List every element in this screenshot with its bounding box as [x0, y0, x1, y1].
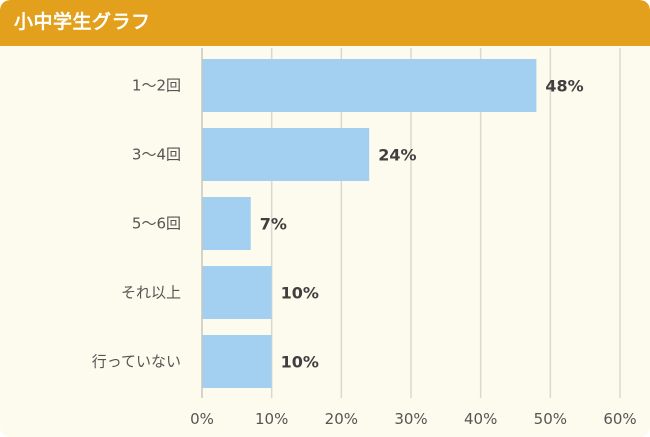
chart-header: 小中学生グラフ [0, 0, 650, 46]
category-label: 行っていない [92, 353, 181, 371]
category-label: 5～6回 [132, 215, 181, 233]
x-tick-label: 10% [255, 410, 288, 428]
x-tick-label: 20% [325, 410, 358, 428]
category-label: 3～4回 [132, 146, 181, 164]
data-label: 10% [281, 353, 319, 372]
data-label: 10% [281, 284, 319, 303]
x-tick-label: 30% [394, 410, 427, 428]
category-label: 1～2回 [132, 77, 181, 95]
category-label: それ以上 [121, 284, 181, 302]
x-tick-label: 60% [603, 410, 636, 428]
bar [202, 266, 272, 319]
data-label: 24% [378, 146, 416, 165]
x-tick-label: 50% [534, 410, 567, 428]
bar [202, 59, 537, 112]
bar [202, 197, 251, 250]
chart-title: 小中学生グラフ [14, 11, 151, 33]
bar [202, 128, 370, 181]
data-label: 48% [545, 77, 583, 96]
x-tick-label: 0% [190, 410, 214, 428]
data-label: 7% [260, 215, 287, 234]
bar [202, 335, 272, 388]
x-tick-label: 40% [464, 410, 497, 428]
